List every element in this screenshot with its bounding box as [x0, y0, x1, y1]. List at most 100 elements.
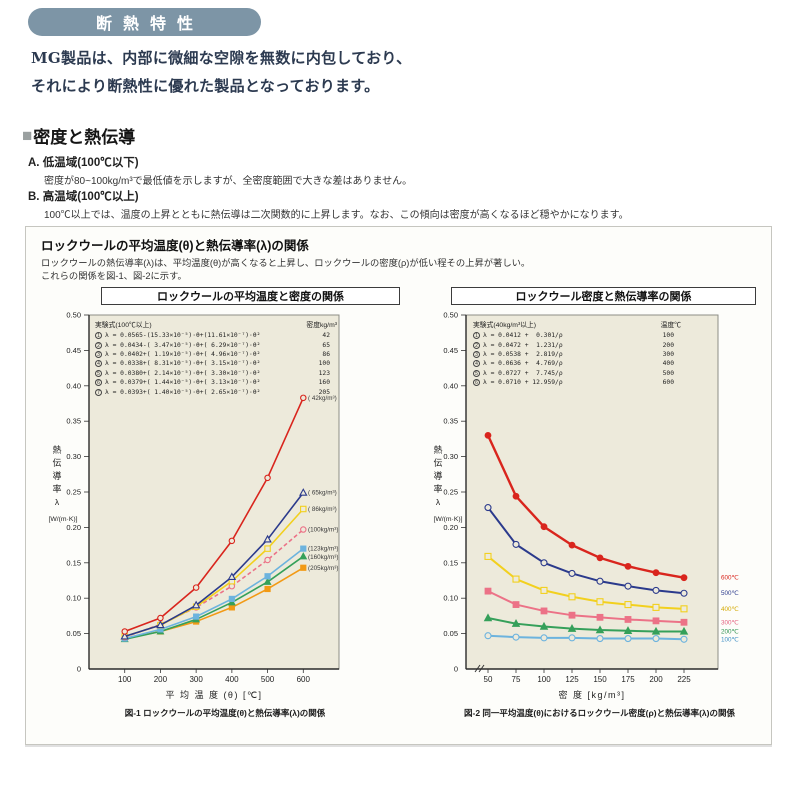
formula-value: 400 [662, 360, 674, 368]
formula-text: λ = 0.0393+( 1.40×10⁻⁵)·θ+( 2.65×10⁻⁷)·θ… [105, 388, 261, 396]
svg-text:導: 導 [52, 470, 61, 481]
fig1-formula-table: 実験式(100℃以上) 密度kg/m³ 1 λ = 0.0565-(15.33×10⁻… [95, 319, 337, 397]
svg-text:500℃: 500℃ [721, 590, 739, 597]
fig2-formula-table: 実験式(40kg/m³以上) 温度℃ 1 λ = 0.0412 + 0.301/ρ 10… [473, 319, 681, 387]
svg-text:伝: 伝 [433, 458, 442, 468]
svg-text:平 均 温 度 (θ) [℃]: 平 均 温 度 (θ) [℃] [165, 689, 262, 700]
formula-text: λ = 0.0710 + 12.959/ρ [483, 379, 563, 387]
formula-text: λ = 0.0380+( 2.14×10⁻⁵)·θ+( 3.30×10⁻⁷)·θ… [105, 369, 261, 377]
svg-text:0: 0 [454, 665, 458, 674]
svg-text:( 86kg/m³): ( 86kg/m³) [308, 506, 337, 513]
fig2-series-500 [484, 504, 688, 597]
circled-number-icon: 7 [95, 388, 102, 396]
section-heading: ■ 密度と熱伝導 [22, 123, 135, 148]
item-a-label: A. 低温域(100℃以下) [28, 157, 139, 169]
svg-text:0.20: 0.20 [443, 523, 458, 532]
intro-line-2: それにより断熱性に優れた製品となっております。 [31, 77, 380, 95]
formula-text: λ = 0.0412 + 0.301/ρ [483, 332, 563, 340]
circled-number-icon: 2 [95, 341, 102, 349]
fig2-series-400 [484, 552, 688, 613]
svg-text:0.05: 0.05 [66, 629, 81, 638]
fig2-formula-header: 実験式(40kg/m³以上) 温度℃ [473, 319, 681, 329]
svg-text:0.15: 0.15 [443, 558, 458, 567]
svg-text:100: 100 [118, 675, 132, 684]
formula-header-label: 実験式(100℃以上) [95, 322, 152, 329]
svg-text:300℃: 300℃ [721, 619, 739, 626]
fig1-formula-header: 実験式(100℃以上) 密度kg/m³ [95, 319, 337, 329]
svg-text:0.25: 0.25 [66, 488, 81, 497]
formula-value: 86 [322, 350, 330, 358]
figure-panel: ロックウールの平均温度(θ)と熱伝導率(λ)の関係 ロックウールの熱伝導率(λ)… [25, 226, 772, 745]
svg-text:0.50: 0.50 [66, 311, 81, 320]
svg-text:密 度 [kg/m³]: 密 度 [kg/m³] [558, 689, 625, 700]
fig2-series-300 [484, 587, 688, 626]
svg-text:75: 75 [512, 675, 521, 684]
svg-text:導: 導 [433, 470, 442, 481]
svg-text:率: 率 [433, 483, 442, 494]
intro-line-1: MG製品は、内部に微細な空隙を無数に内包しており、 [31, 49, 412, 67]
x-axis-ticks: 50 75 100 125 150 175 200 225 [484, 669, 691, 684]
formula-text: λ = 0.0379+( 1.44×10⁻⁵)·θ+( 3.13×10⁻⁷)·θ… [105, 379, 261, 387]
svg-text:( 42kg/m³): ( 42kg/m³) [308, 395, 337, 402]
svg-text:0.05: 0.05 [443, 629, 458, 638]
fig1-series-65 [120, 488, 308, 640]
formula-value-header-label: 密度kg/m³ [306, 322, 337, 329]
svg-text:400℃: 400℃ [721, 606, 739, 613]
fig1-chart: ロックウールの平均温度と密度の関係 0.05 0.10 0.15 0.20 0.25 0.… [39, 287, 411, 742]
svg-text:225: 225 [677, 675, 691, 684]
formula-text: λ = 0.0472 + 1.231/ρ [483, 341, 563, 349]
svg-text:0.20: 0.20 [66, 523, 81, 532]
panel-title: ロックウールの平均温度(θ)と熱伝導率(λ)の関係 [41, 239, 309, 253]
svg-text:(205kg/m³): (205kg/m³) [308, 565, 338, 572]
fig1-title: ロックウールの平均温度と密度の関係 [101, 287, 400, 305]
formula-value: 600 [662, 379, 674, 387]
circled-number-icon: 6 [473, 379, 480, 387]
circled-number-icon: 3 [95, 350, 102, 358]
svg-text:600℃: 600℃ [721, 575, 739, 582]
formula-value: 100 [318, 360, 330, 368]
formula-text: λ = 0.0434-( 3.47×10⁻⁵)·θ+( 6.29×10⁻⁷)·θ… [105, 341, 261, 349]
svg-text:100℃: 100℃ [721, 636, 739, 643]
formula-value: 200 [662, 341, 674, 349]
svg-text:0.35: 0.35 [66, 417, 81, 426]
svg-text:200: 200 [154, 675, 168, 684]
formula-value: 42 [322, 332, 330, 340]
svg-text:0.10: 0.10 [443, 594, 458, 603]
formula-text: λ = 0.0727 + 7.745/ρ [483, 369, 563, 377]
fig2-plot-area: 0.05 0.10 0.15 0.20 0.25 0.30 0.35 0.40 0.45 0.50… [433, 311, 738, 700]
fig2-plot-svg: 0.05 0.10 0.15 0.20 0.25 0.30 0.35 0.40 0.45 0.50… [433, 311, 738, 700]
square-bullet-icon: ■ [22, 125, 33, 145]
formula-value: 205 [318, 388, 330, 396]
fig2-chart: ロックウール密度と熱伝導率の関係 0.05 0.10 0.15 0.20 0.25 0.3… [426, 287, 773, 742]
formula-value-header-label: 温度℃ [660, 322, 681, 329]
fig2-series-100 [484, 632, 688, 643]
svg-text:(100kg/m³): (100kg/m³) [308, 527, 338, 534]
circled-number-icon: 3 [473, 350, 480, 358]
svg-text:0.40: 0.40 [66, 381, 81, 390]
svg-text:熱: 熱 [433, 444, 442, 455]
fig1-plot-svg: 0.05 0.10 0.15 0.20 0.25 0.30 0.35 0.40 0.45 0.50… [48, 311, 340, 700]
item-b-label: B. 高温域(100℃以上) [28, 191, 139, 203]
svg-text:0.45: 0.45 [443, 346, 458, 355]
svg-text:伝: 伝 [52, 458, 61, 468]
svg-text:400: 400 [225, 675, 239, 684]
formula-text: λ = 0.0538 + 2.819/ρ [483, 350, 563, 358]
fig1-caption: 図-1 ロックウールの平均温度(θ)と熱伝導率(λ)の関係 [124, 708, 326, 718]
svg-text:λ: λ [55, 497, 60, 507]
svg-text:125: 125 [565, 675, 579, 684]
formula-value: 65 [322, 341, 330, 349]
svg-text:(160kg/m³): (160kg/m³) [308, 554, 338, 561]
fig2-caption: 図-2 同一平均温度(θ)におけるロックウール密度(ρ)と熱伝導率(λ)の関係 [464, 708, 735, 718]
formula-text: λ = 0.0402+( 1.19×10⁻⁵)·θ+( 4.96×10⁻⁷)·θ… [105, 350, 261, 358]
svg-text:300: 300 [189, 675, 203, 684]
svg-text:0.25: 0.25 [443, 488, 458, 497]
formula-value: 100 [662, 332, 674, 340]
y-axis-ticks: 0.05 0.10 0.15 0.20 0.25 0.30 0.35 0.40 0.45 0.50… [66, 311, 89, 674]
